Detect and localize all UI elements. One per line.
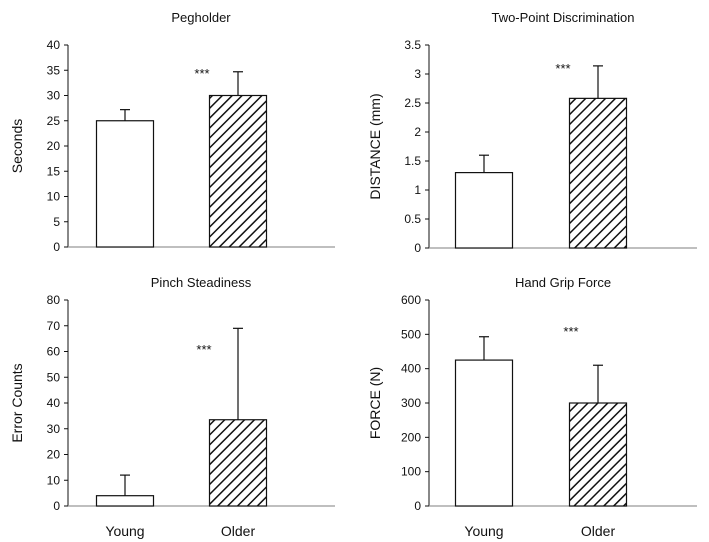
bar-young (454, 359, 514, 507)
y-tick-label: 0 (53, 499, 60, 513)
significance-marker: *** (196, 342, 211, 357)
y-tick-label: 70 (47, 319, 61, 333)
chart-panel-2: Two-Point Discrimination DISTANCE (mm) 0 0.… (367, 10, 697, 255)
x-category-label: Young (464, 523, 503, 539)
y-tick-label: 0 (414, 499, 421, 513)
x-category-label: Older (221, 523, 256, 539)
y-tick-label: 2 (414, 125, 421, 139)
y-tick-label: 30 (47, 89, 61, 103)
bar-young (95, 120, 155, 248)
y-axis-label: Seconds (9, 119, 25, 173)
bar-young (454, 172, 514, 249)
chart-title: Pegholder (171, 10, 231, 25)
y-axis-label: FORCE (N) (367, 367, 383, 439)
y-tick-label: 3.5 (404, 38, 421, 52)
significance-marker: *** (555, 61, 570, 76)
chart-panel-1: Pegholder Seconds 0 5 10 15 20 25 30 35 40 *** (9, 10, 335, 254)
bar-older (208, 94, 268, 248)
y-tick-label: 10 (47, 473, 61, 487)
chart-title: Pinch Steadiness (151, 275, 252, 290)
bar-older (568, 97, 628, 249)
y-tick-label: 0.5 (404, 212, 421, 226)
y-tick-label: 0 (414, 241, 421, 255)
y-tick-label: 400 (401, 362, 421, 376)
y-tick-label: 20 (47, 139, 61, 153)
y-tick-label: 500 (401, 327, 421, 341)
y-tick-label: 1 (414, 183, 421, 197)
y-tick-label: 80 (47, 293, 61, 307)
y-tick-label: 0 (53, 240, 60, 254)
y-tick-label: 35 (47, 63, 61, 77)
y-axis-label: DISTANCE (mm) (367, 93, 383, 199)
chart-title: Two-Point Discrimination (491, 10, 634, 25)
y-tick-label: 30 (47, 422, 61, 436)
x-category-label: Young (105, 523, 144, 539)
y-tick-label: 1.5 (404, 154, 421, 168)
y-tick-label: 5 (53, 215, 60, 229)
chart-title: Hand Grip Force (515, 275, 611, 290)
y-tick-label: 20 (47, 448, 61, 462)
y-tick-label: 3 (414, 67, 421, 81)
y-tick-label: 60 (47, 345, 61, 359)
y-tick-label: 25 (47, 114, 61, 128)
y-tick-label: 600 (401, 293, 421, 307)
significance-marker: *** (563, 324, 578, 339)
y-tick-label: 300 (401, 396, 421, 410)
chart-panel-4: Hand Grip Force FORCE (N) 0 100 200 300 400 500… (367, 275, 697, 539)
bar-young (95, 495, 155, 507)
y-axis-label: Error Counts (9, 363, 25, 442)
y-tick-label: 2.5 (404, 96, 421, 110)
chart-panel-3: Pinch Steadiness Error Counts 0 10 20 30 40 50 6… (9, 275, 335, 539)
bar-older (208, 419, 268, 507)
y-tick-label: 40 (47, 396, 61, 410)
x-category-label: Older (581, 523, 616, 539)
y-tick-label: 200 (401, 430, 421, 444)
significance-marker: *** (194, 66, 209, 81)
y-tick-label: 40 (47, 38, 61, 52)
y-tick-label: 15 (47, 164, 61, 178)
bar-older (568, 402, 628, 507)
y-tick-label: 50 (47, 370, 61, 384)
y-tick-label: 10 (47, 190, 61, 204)
y-tick-label: 100 (401, 465, 421, 479)
